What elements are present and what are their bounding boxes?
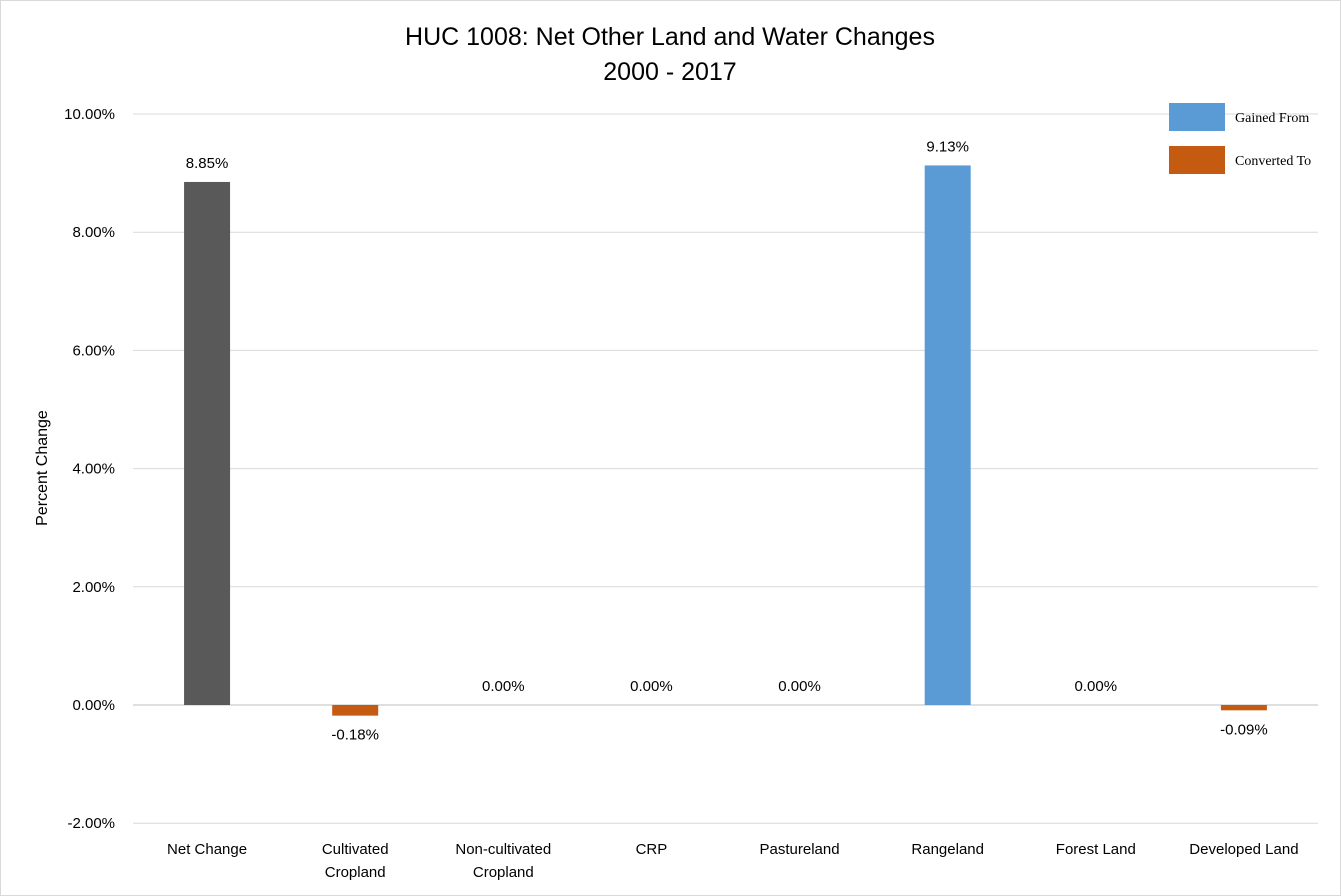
bar xyxy=(184,181,231,706)
data-label: 0.00% xyxy=(778,678,821,695)
x-category-label: Non-cultivated xyxy=(455,841,551,858)
x-category-label: Cropland xyxy=(473,864,534,881)
legend-swatch xyxy=(1169,103,1225,131)
y-tick-label: 0.00% xyxy=(72,697,115,714)
y-tick-label: 6.00% xyxy=(72,342,115,359)
bar xyxy=(332,705,379,716)
x-category-label: Developed Land xyxy=(1189,841,1298,858)
x-category-label: Cultivated xyxy=(322,841,389,858)
bar xyxy=(1220,705,1267,711)
y-axis-title: Percent Change xyxy=(34,410,51,526)
x-category-label: Forest Land xyxy=(1056,841,1136,858)
legend-label: Gained From xyxy=(1235,111,1309,126)
data-label: 8.85% xyxy=(186,155,229,172)
data-label: -0.18% xyxy=(331,727,379,744)
data-label: 9.13% xyxy=(926,138,969,155)
chart-title-line: 2000 - 2017 xyxy=(603,58,736,86)
y-tick-label: -2.00% xyxy=(67,815,115,832)
x-category-label: Cropland xyxy=(325,864,386,881)
y-tick-label: 4.00% xyxy=(72,461,115,478)
y-tick-label: 8.00% xyxy=(72,224,115,241)
y-tick-label: 10.00% xyxy=(64,106,115,123)
data-label: 0.00% xyxy=(482,678,525,695)
legend-label: Converted To xyxy=(1235,154,1311,169)
x-category-label: Rangeland xyxy=(911,841,984,858)
bar xyxy=(924,165,971,706)
data-label: -0.09% xyxy=(1220,721,1268,738)
x-category-label: CRP xyxy=(636,841,668,858)
data-label: 0.00% xyxy=(630,678,673,695)
y-tick-label: 2.00% xyxy=(72,579,115,596)
x-category-label: Net Change xyxy=(167,841,247,858)
chart-title-line: HUC 1008: Net Other Land and Water Chang… xyxy=(405,23,935,51)
data-label: 0.00% xyxy=(1075,678,1118,695)
legend-swatch xyxy=(1169,146,1225,174)
x-category-label: Pastureland xyxy=(760,841,840,858)
